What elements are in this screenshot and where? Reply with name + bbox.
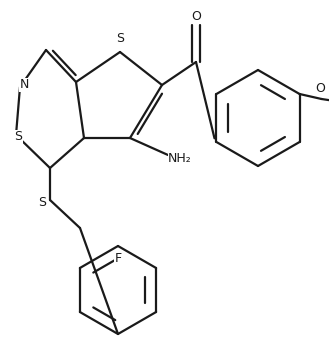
Text: NH₂: NH₂ [168, 153, 192, 165]
Text: N: N [19, 79, 29, 91]
Text: F: F [114, 252, 121, 265]
Text: S: S [116, 31, 124, 45]
Text: O: O [191, 10, 201, 23]
Text: S: S [14, 131, 22, 143]
Text: S: S [38, 195, 46, 208]
Text: O: O [316, 82, 325, 96]
